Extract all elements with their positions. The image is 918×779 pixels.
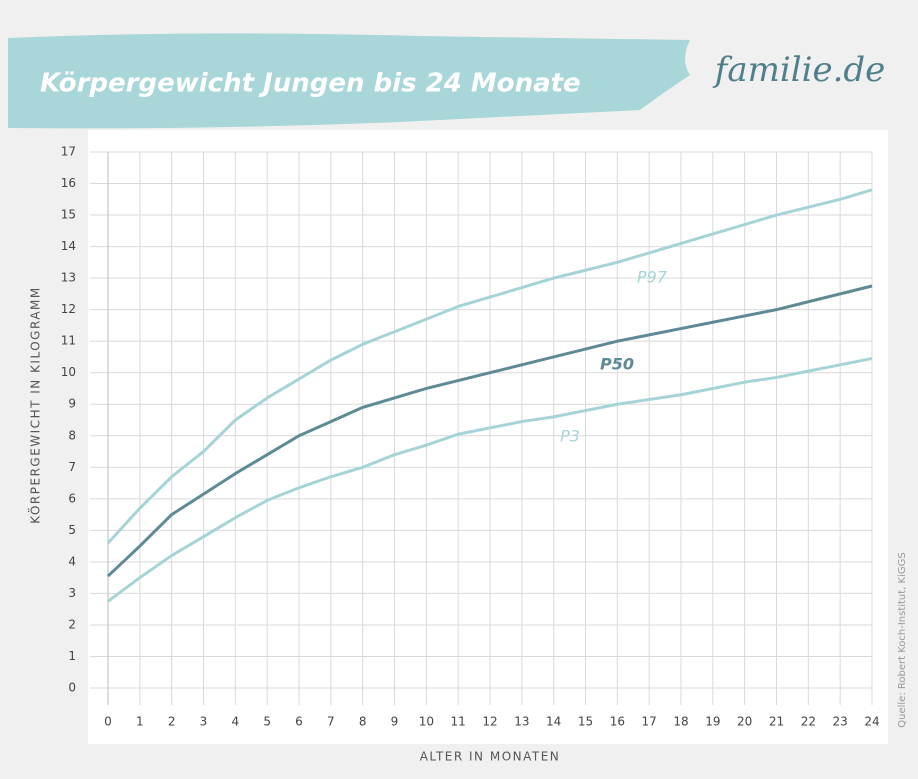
x-tick-label: 13	[514, 715, 529, 729]
y-tick-label: 7	[68, 460, 76, 474]
y-tick-label: 10	[61, 365, 76, 379]
series-label: P50	[600, 355, 634, 374]
x-tick-label: 18	[673, 715, 688, 729]
y-tick-label: 3	[68, 586, 76, 600]
plot-panel	[88, 130, 888, 744]
x-tick-label: 22	[801, 715, 816, 729]
y-tick-label: 8	[68, 428, 76, 442]
x-tick-label: 12	[482, 715, 497, 729]
line-series	[106, 188, 873, 544]
x-tick-label: 2	[168, 715, 176, 729]
x-tick-label: 21	[769, 715, 784, 729]
x-tick-label: 7	[327, 715, 335, 729]
line-series	[106, 284, 873, 578]
header-brush	[8, 33, 690, 129]
y-tick-label: 11	[61, 334, 76, 348]
x-tick-label: 19	[705, 715, 720, 729]
x-tick-label: 8	[359, 715, 367, 729]
source-note: Quelle: Robert Koch-Institut, KiGGS	[897, 552, 908, 727]
x-tick-label: 11	[451, 715, 466, 729]
y-tick-label: 17	[61, 145, 76, 159]
y-tick-label: 16	[61, 176, 76, 190]
x-tick-label: 10	[419, 715, 434, 729]
y-tick-label: 15	[61, 208, 76, 222]
x-tick-label: 5	[263, 715, 271, 729]
y-tick-label: 14	[61, 239, 76, 253]
x-tick-label: 4	[232, 715, 240, 729]
x-tick-label: 24	[864, 715, 879, 729]
y-axis-label: KÖRPERGEWICHT IN KILOGRAMM	[27, 286, 43, 524]
y-tick-label: 1	[68, 649, 76, 663]
y-tick-label: 4	[68, 554, 76, 568]
x-tick-label: 3	[200, 715, 208, 729]
x-tick-label: 23	[833, 715, 848, 729]
x-tick-label: 14	[546, 715, 561, 729]
x-tick-label: 0	[104, 715, 112, 729]
y-tick-label: 0	[68, 681, 76, 695]
x-tick-label: 1	[136, 715, 144, 729]
x-tick-label: 15	[578, 715, 593, 729]
series-label: P97	[637, 268, 668, 287]
x-tick-label: 6	[295, 715, 303, 729]
x-tick-label: 17	[642, 715, 657, 729]
y-tick-label: 6	[68, 491, 76, 505]
x-tick-label: 20	[737, 715, 752, 729]
logo: familie.de	[712, 50, 886, 90]
line-series	[107, 357, 873, 603]
y-tick-label: 2	[68, 617, 76, 631]
chart-title: Körpergewicht Jungen bis 24 Monate	[40, 69, 581, 99]
series-label: P3	[560, 427, 580, 446]
y-tick-label: 12	[61, 302, 76, 316]
y-tick-label: 9	[68, 397, 76, 411]
y-tick-label: 5	[68, 523, 76, 537]
x-axis-label: ALTER IN MONATEN	[420, 750, 561, 764]
x-tick-label: 16	[610, 715, 625, 729]
y-tick-label: 13	[61, 271, 76, 285]
x-tick-label: 9	[391, 715, 399, 729]
